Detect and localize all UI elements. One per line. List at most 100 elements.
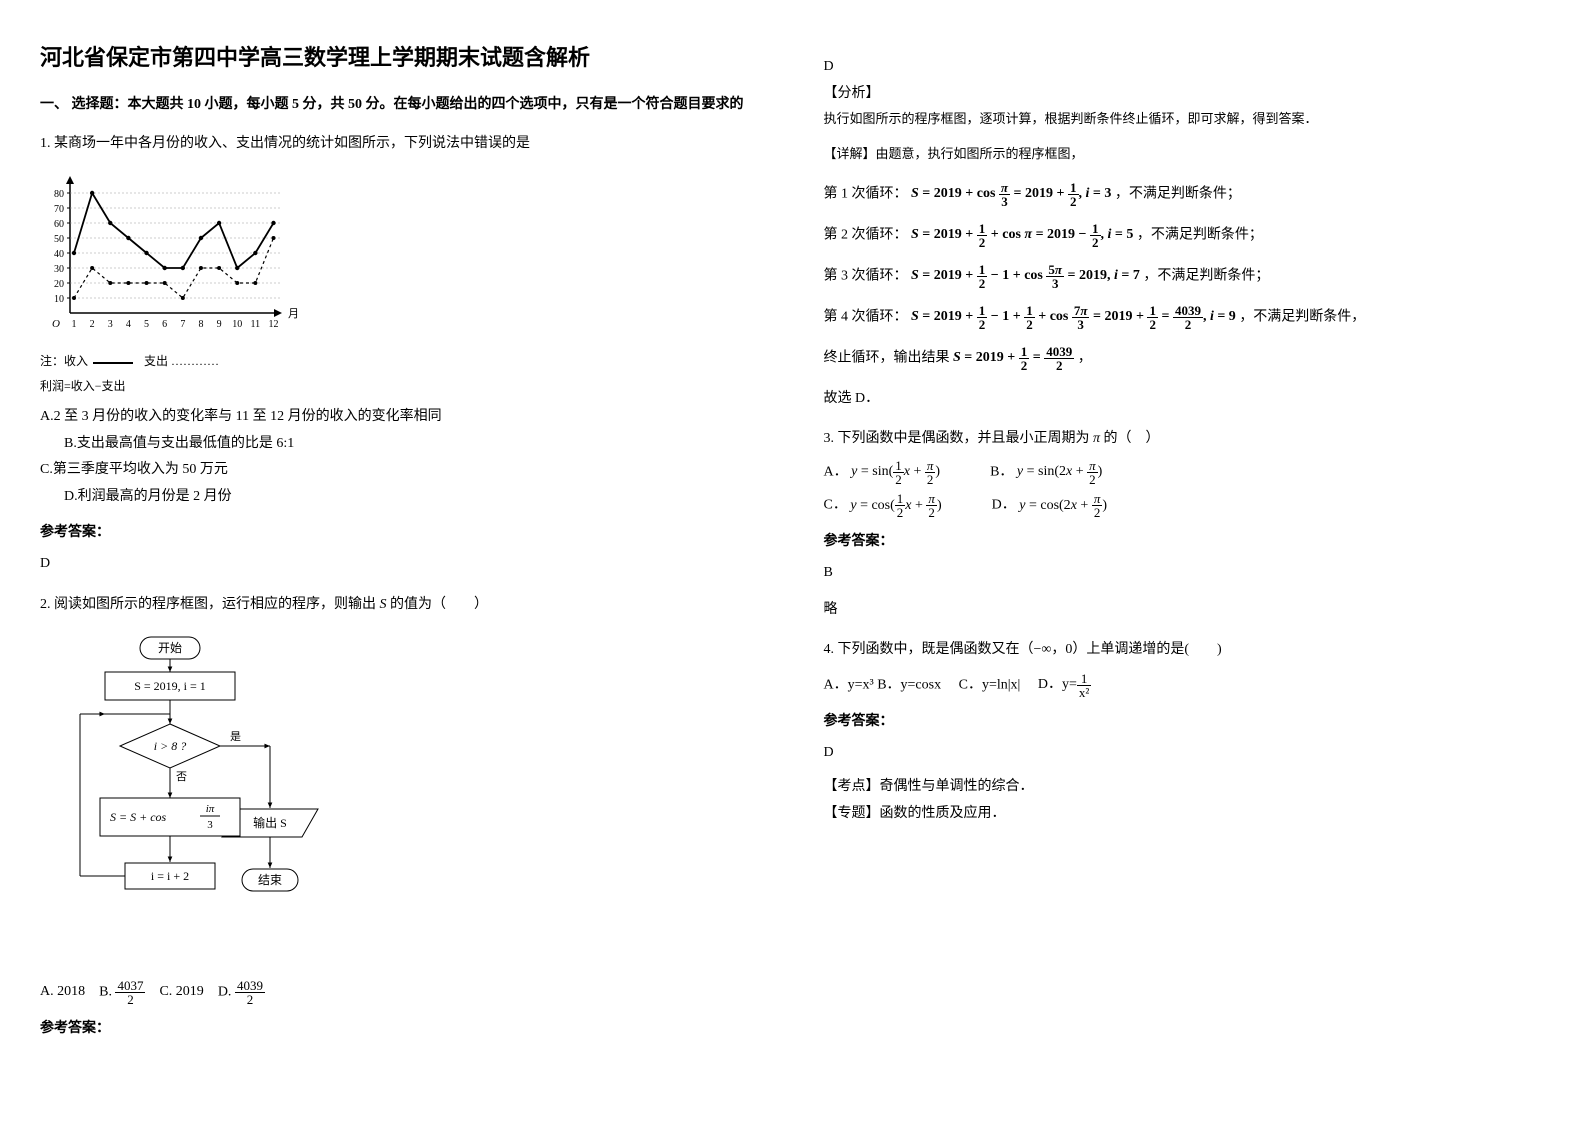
q2-step2-prefix: 第 2 次循环： [824, 227, 908, 242]
q2-step4-suffix: ，不满足判断条件， [1239, 309, 1365, 324]
question-4: 4. 下列函数中，既是偶函数又在（−∞，0）上单调递增的是( ) A．y=x³ … [824, 637, 1548, 827]
q2-optA: A. 2018 [40, 979, 85, 1006]
q4-optD: D．y=1x² [1038, 677, 1091, 692]
q1-ans-label: 参考答案： [40, 520, 764, 547]
q2-optB-num: 4037 [115, 979, 145, 993]
svg-text:3: 3 [207, 819, 213, 831]
q4-ans: D [824, 740, 1548, 767]
q4-kaodian-label: 【考点】 [824, 779, 880, 794]
q3-ans: B [824, 560, 1548, 587]
svg-text:i = i + 2: i = i + 2 [151, 869, 189, 883]
q3-stem: 3. 下列函数中是偶函数，并且最小正周期为 π 的（ ） [824, 426, 1548, 453]
section-heading: 一、 选择题：本大题共 10 小题，每小题 5 分，共 50 分。在每小题给出的… [40, 92, 764, 117]
question-2-solution: D 【分析】 执行如图所示的程序框图，逐项计算，根据判断条件终止循环，即可求解，… [824, 54, 1548, 412]
q4-optD-label: D．y= [1038, 677, 1077, 692]
legend-income: 注：收入 [40, 354, 88, 368]
q2-step3-suffix: ，不满足判断条件； [1143, 268, 1269, 283]
page-title: 河北省保定市第四中学高三数学理上学期期末试题含解析 [40, 40, 764, 72]
q4-zhuanti-text: 函数的性质及应用． [880, 806, 1006, 821]
svg-text:60: 60 [54, 219, 64, 230]
svg-text:否: 否 [176, 771, 187, 783]
svg-text:10: 10 [232, 319, 242, 330]
q1-stem: 1. 某商场一年中各月份的收入、支出情况的统计如图所示，下列说法中错误的是 [40, 131, 764, 158]
q3-row1: A． y = sin(12x + π2) B． y = sin(2x + π2) [824, 459, 1548, 486]
svg-text:20: 20 [54, 279, 64, 290]
q2-step2-suffix: ，不满足判断条件； [1137, 227, 1263, 242]
q3-optB: B． y = sin(2x + π2) [990, 459, 1102, 486]
q2-analysis: 执行如图所示的程序框图，逐项计算，根据判断条件终止循环，即可求解，得到答案． [824, 107, 1548, 132]
q2-stem-prefix: 2. 阅读如图所示的程序框图，运行相应的程序，则输出 [40, 597, 380, 612]
q2-optB: B. 40372 [99, 979, 145, 1006]
question-3: 3. 下列函数中是偶函数，并且最小正周期为 π 的（ ） A． y = sin(… [824, 426, 1548, 623]
svg-text:S = S + cos: S = S + cos [110, 810, 167, 824]
q2-step4: 第 4 次循环： S = 2019 + 12 − 1 + 12 + cos 7π… [824, 304, 1548, 331]
q2-step4-prefix: 第 4 次循环： [824, 309, 908, 324]
svg-text:80: 80 [54, 189, 64, 200]
legend-income-line [93, 362, 133, 364]
q3-optD: D． y = cos(2x + π2) [992, 492, 1107, 519]
svg-text:4: 4 [126, 319, 131, 330]
q2-options: A. 2018 B. 40372 C. 2019 D. 40392 [40, 979, 764, 1006]
question-1: 1. 某商场一年中各月份的收入、支出情况的统计如图所示，下列说法中错误的是 10… [40, 131, 764, 577]
chart-legend: 注：收入 支出 ………… [40, 350, 764, 373]
q3-ans-label: 参考答案： [824, 529, 1548, 556]
q2-optD: D. 40392 [218, 979, 265, 1006]
income-expense-chart: 1020304050607080123456789101112月O [40, 168, 300, 338]
q2-stem-var: S [380, 597, 387, 612]
svg-text:是: 是 [230, 730, 241, 743]
svg-text:8: 8 [198, 319, 203, 330]
q4-zhuanti: 【专题】函数的性质及应用． [824, 801, 1548, 828]
q4-kaodian-text: 奇偶性与单调性的综合． [880, 779, 1034, 794]
q2-stem-suffix: 的值为（ ） [387, 597, 489, 612]
q2-optB-label: B. [99, 984, 112, 999]
q2-final-prefix: 终止循环，输出结果 [824, 350, 950, 365]
q2-conclusion: 故选 D． [824, 386, 1548, 413]
q3-optA: A． y = sin(12x + π2) [824, 459, 941, 486]
q2-step1-suffix: ，不满足判断条件； [1115, 186, 1241, 201]
q1-optC: C.第三季度平均收入为 50 万元 [40, 457, 764, 484]
q2-step3: 第 3 次循环： S = 2019 + 12 − 1 + cos 5π3 = 2… [824, 263, 1548, 290]
q4-options: A．y=x³ B．y=cosx C．y=ln|x| D．y=1x² [824, 672, 1548, 699]
q2-step2: 第 2 次循环： S = 2019 + 12 + cos π = 2019 − … [824, 222, 1548, 249]
q1-optA: A.2 至 3 月份的收入的变化率与 11 至 12 月份的收入的变化率相同 [40, 404, 764, 431]
q1-optB: B.支出最高值与支出最低值的比是 6:1 [64, 431, 764, 458]
svg-text:O: O [52, 318, 60, 330]
q3-optC: C． y = cos(12x + π2) [824, 492, 942, 519]
svg-text:11: 11 [251, 319, 261, 330]
q2-detail-label: 【详解】由题意，执行如图所示的程序框图， [824, 142, 1548, 167]
q3-optB-label: B． [990, 464, 1013, 479]
q1-optD: D.利润最高的月份是 2 月份 [64, 484, 764, 511]
q4-optC: C．y=ln|x| [959, 677, 1021, 692]
q4-optD-den: x² [1077, 686, 1091, 699]
q3-row2: C． y = cos(12x + π2) D． y = cos(2x + π2) [824, 492, 1548, 519]
q2-stem: 2. 阅读如图所示的程序框图，运行相应的程序，则输出 S 的值为（ ） [40, 592, 764, 619]
profit-note: 利润=收入−支出 [40, 375, 764, 398]
q3-optC-label: C． [824, 498, 847, 513]
q2-optD-label: D. [218, 984, 232, 999]
q2-step3-prefix: 第 3 次循环： [824, 268, 908, 283]
question-2: 2. 阅读如图所示的程序框图，运行相应的程序，则输出 S 的值为（ ） 开始 S … [40, 592, 764, 1043]
q3-optA-label: A． [824, 464, 848, 479]
svg-text:12: 12 [269, 319, 279, 330]
q2-step1-prefix: 第 1 次循环： [824, 186, 908, 201]
q2-optD-num: 4039 [235, 979, 265, 993]
svg-text:结束: 结束 [258, 873, 282, 887]
q3-note: 略 [824, 597, 1548, 624]
q4-optB: B．y=cosx [877, 677, 941, 692]
svg-text:50: 50 [54, 234, 64, 245]
q2-optC: C. 2019 [159, 979, 203, 1006]
svg-text:30: 30 [54, 264, 64, 275]
q1-ans: D [40, 551, 764, 578]
q2-step1: 第 1 次循环： S = 2019 + cos π3 = 2019 + 12, … [824, 181, 1548, 208]
q2-optB-den: 2 [115, 993, 145, 1006]
q1-chart: 1020304050607080123456789101112月O 注：收入 支… [40, 168, 764, 398]
q4-stem: 4. 下列函数中，既是偶函数又在（−∞，0）上单调递增的是( ) [824, 637, 1548, 664]
svg-text:输出 S: 输出 S [253, 815, 287, 830]
svg-text:iπ: iπ [206, 803, 215, 815]
svg-text:开始: 开始 [158, 641, 182, 655]
svg-text:S = 2019, i = 1: S = 2019, i = 1 [134, 679, 206, 693]
svg-text:70: 70 [54, 204, 64, 215]
svg-text:10: 10 [54, 294, 64, 305]
q4-optD-num: 1 [1077, 672, 1091, 686]
q3-optD-label: D． [992, 498, 1016, 513]
